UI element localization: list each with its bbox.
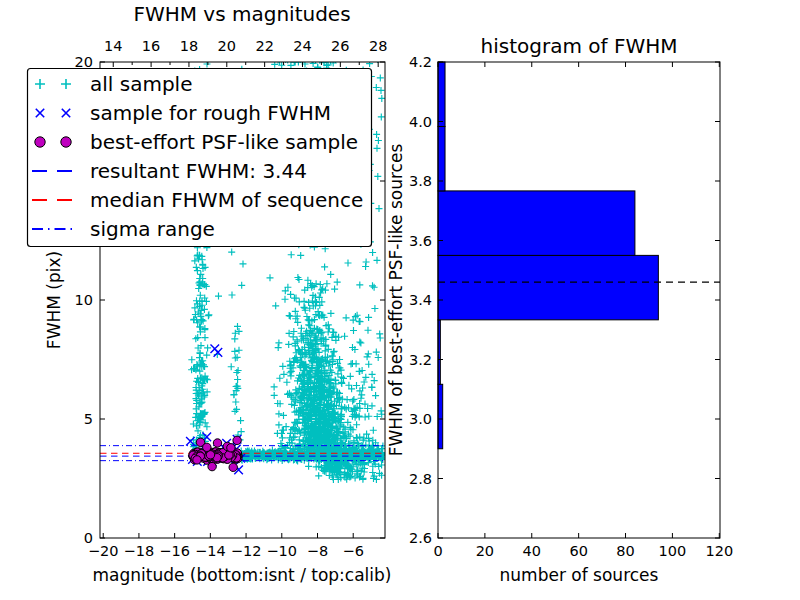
histogram-title: histogram of FWHM: [481, 34, 678, 58]
scatter-xlabel: magnitude (bottom:isnt / top:calib): [93, 565, 392, 585]
xtick-bottom-label: −10: [266, 543, 297, 559]
xtick-bottom-label: −16: [159, 543, 190, 559]
xtick-bottom-label: −12: [231, 543, 262, 559]
ytick-left-label: 5: [84, 411, 93, 427]
ytick-left-label: 3.0: [409, 411, 432, 427]
scatter-ylabel: FWHM (pix): [44, 251, 64, 349]
legend: all sample sample for rough FWHM best-effo…: [28, 69, 372, 247]
legend-label: best-effort PSF-like sample: [90, 130, 358, 154]
ytick-left-label: 20: [75, 54, 93, 70]
xtick-top-label: 16: [142, 38, 160, 54]
legend-label: sample for rough FWHM: [90, 101, 331, 125]
ytick-left-label: 2.6: [409, 530, 432, 546]
histogram-bar: [438, 255, 658, 319]
scatter-title: FWHM vs magnitudes: [133, 2, 350, 26]
xtick-bottom-label: 20: [476, 543, 494, 559]
histogram-bar: [438, 191, 635, 255]
legend-label: median FHWM of sequence: [90, 188, 363, 212]
xtick-bottom-label: −8: [307, 543, 328, 559]
ytick-left-label: 2.8: [409, 471, 432, 487]
legend-marker: [35, 137, 45, 147]
legend-label: all sample: [90, 72, 192, 96]
figure: −20−18−16−14−12−10−8−6141618202224262805…: [0, 0, 800, 600]
ytick-left-label: 3.8: [409, 173, 432, 189]
histogram-bar: [438, 384, 443, 448]
ytick-left-label: 10: [75, 292, 93, 308]
xtick-bottom-label: −18: [124, 543, 155, 559]
histogram-bar: [438, 62, 445, 126]
xtick-bottom-label: 0: [433, 543, 442, 559]
legend-marker: [61, 137, 71, 147]
xtick-bottom-label: 80: [616, 543, 634, 559]
ytick-left-label: 3.4: [409, 292, 432, 308]
xtick-bottom-label: 60: [569, 543, 587, 559]
ytick-left-label: 4.0: [409, 114, 432, 130]
xtick-top-label: 22: [255, 38, 273, 54]
ytick-left-label: 0: [84, 530, 93, 546]
xtick-bottom-label: 40: [523, 543, 541, 559]
xtick-top-label: 20: [218, 38, 236, 54]
xtick-top-label: 26: [331, 38, 349, 54]
ytick-left-label: 3.6: [409, 233, 432, 249]
histogram-ylabel: FWHM of best-effort PSF-like sources: [386, 144, 406, 457]
histogram-xlabel: number of sources: [500, 565, 659, 585]
ytick-left-label: 4.2: [409, 54, 432, 70]
ytick-left-label: 3.2: [409, 352, 432, 368]
xtick-top-label: 28: [369, 38, 387, 54]
xtick-top-label: 24: [293, 38, 311, 54]
xtick-bottom-label: 100: [659, 543, 687, 559]
legend-label: resultant FWHM: 3.44: [90, 159, 307, 183]
xtick-bottom-label: 120: [705, 543, 733, 559]
xtick-top-label: 18: [180, 38, 198, 54]
xtick-bottom-label: −6: [343, 543, 364, 559]
xtick-bottom-label: −14: [195, 543, 226, 559]
xtick-top-label: 14: [104, 38, 122, 54]
legend-label: sigma range: [90, 217, 215, 241]
